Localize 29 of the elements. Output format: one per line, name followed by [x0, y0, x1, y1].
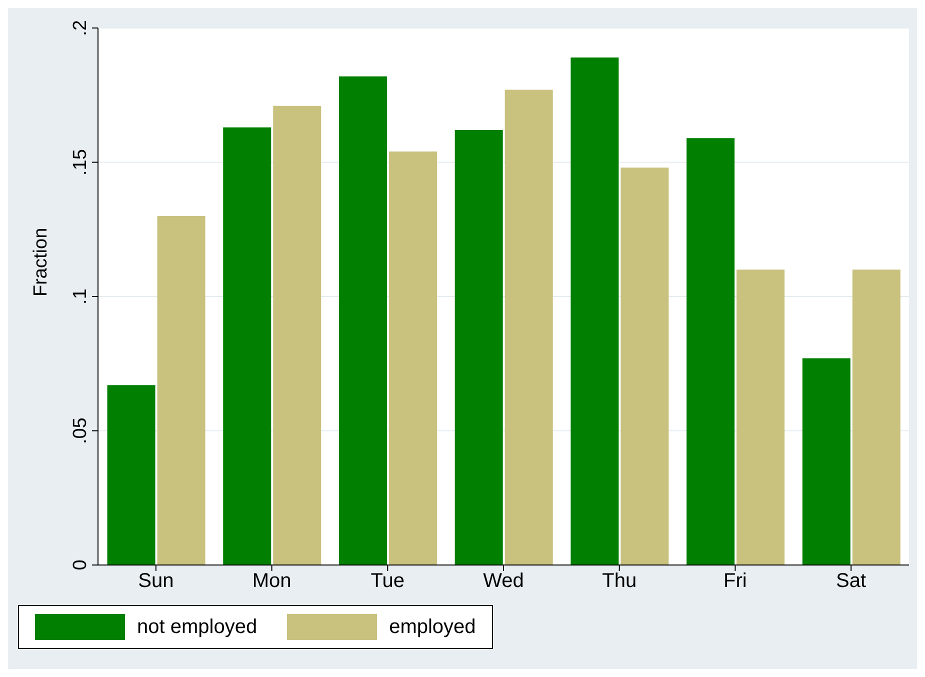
- y-axis-title: Fraction: [30, 228, 52, 296]
- bar: [736, 270, 785, 565]
- y-tick-label: .15: [70, 149, 91, 176]
- bar: [388, 152, 437, 565]
- x-tick-label: Sat: [836, 570, 867, 592]
- x-tick-label: Sun: [138, 570, 174, 592]
- bar: [338, 76, 387, 565]
- x-tick-label: Tue: [370, 570, 405, 592]
- bar: [223, 127, 272, 565]
- bar: [504, 90, 553, 565]
- bar: [852, 270, 900, 565]
- y-tick-label: .2: [70, 20, 91, 36]
- y-tick-label: .05: [70, 418, 91, 444]
- x-tick-label: Mon: [252, 570, 292, 592]
- bar: [454, 130, 503, 565]
- bar: [273, 106, 322, 565]
- legend-label: not employed: [137, 616, 258, 638]
- x-tick-label: Thu: [602, 570, 637, 592]
- bar: [620, 168, 669, 565]
- x-tick-label: Wed: [483, 570, 524, 592]
- x-tick-label: Fri: [724, 570, 747, 592]
- y-tick-label: .1: [70, 288, 91, 304]
- y-tick-label: 0: [70, 560, 91, 570]
- bar: [107, 385, 156, 565]
- legend-label: employed: [389, 616, 476, 638]
- bar: [570, 58, 619, 565]
- bar: [686, 138, 735, 565]
- bar: [802, 358, 850, 565]
- bar: [157, 216, 206, 565]
